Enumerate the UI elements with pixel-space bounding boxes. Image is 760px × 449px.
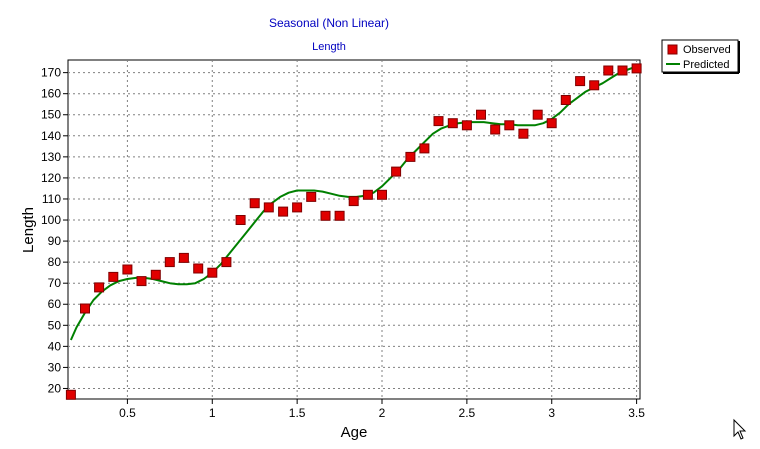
observed-point xyxy=(391,166,402,177)
observed-point xyxy=(334,210,345,221)
y-tick-label: 110 xyxy=(42,192,61,206)
observed-point xyxy=(603,65,614,76)
observed-point xyxy=(249,198,260,209)
grid xyxy=(68,60,640,399)
x-tick-label: 3.5 xyxy=(628,406,645,420)
observed-point xyxy=(348,196,359,207)
chart-subtitle: Length xyxy=(312,41,346,53)
axes: 0.5 1 1.5 2 2.5 3 3.5 20 30 40 50 60 70 80 90 100 110 120… xyxy=(41,66,645,420)
observed-point xyxy=(575,76,586,87)
mouse-cursor-icon xyxy=(733,418,747,440)
observed-point xyxy=(320,210,331,221)
y-tick-label: 20 xyxy=(48,381,62,395)
observed-point xyxy=(235,215,246,225)
y-tick-label: 120 xyxy=(41,171,61,185)
observed-point xyxy=(433,116,444,127)
observed-point xyxy=(631,63,642,74)
x-tick-label: 1.5 xyxy=(289,406,306,420)
observed-point xyxy=(447,118,458,129)
legend-marker-observed xyxy=(667,44,678,55)
legend: Observed Predicted xyxy=(661,39,740,74)
x-tick-label: 0.5 xyxy=(119,406,136,420)
observed-point xyxy=(617,65,628,76)
observed-point xyxy=(532,109,543,120)
observed-point xyxy=(136,276,147,287)
observed-point xyxy=(94,282,105,293)
observed-point xyxy=(221,257,232,268)
observed-point xyxy=(278,206,289,217)
observed-point xyxy=(504,120,515,131)
legend-label-observed: Observed xyxy=(683,44,731,56)
observed-point xyxy=(108,271,119,282)
observed-point xyxy=(80,303,90,314)
chart-title: Seasonal (Non Linear) xyxy=(269,16,389,30)
observed-point xyxy=(263,202,274,213)
observed-point xyxy=(405,151,416,162)
legend-label-predicted: Predicted xyxy=(683,59,729,71)
observed-point xyxy=(490,124,501,135)
observed-point xyxy=(377,189,387,200)
plot-area xyxy=(67,59,641,400)
y-tick-label: 70 xyxy=(48,276,62,290)
observed-series xyxy=(65,63,642,400)
y-tick-label: 90 xyxy=(48,234,62,248)
y-tick-label: 30 xyxy=(48,360,62,374)
observed-point xyxy=(589,80,600,91)
y-tick-label: 60 xyxy=(48,297,62,311)
observed-point xyxy=(362,189,373,200)
observed-point xyxy=(518,128,529,139)
observed-point xyxy=(476,109,486,120)
y-tick-label: 160 xyxy=(41,87,61,101)
observed-point xyxy=(306,191,317,202)
observed-point xyxy=(207,267,218,278)
y-axis-label: Length xyxy=(20,207,37,253)
x-tick-label: 2 xyxy=(379,406,386,420)
observed-point xyxy=(419,143,430,154)
x-tick-label: 3 xyxy=(548,406,555,420)
observed-point xyxy=(546,118,557,129)
y-tick-label: 80 xyxy=(48,255,62,269)
observed-point xyxy=(560,95,571,105)
y-tick-label: 150 xyxy=(41,108,61,122)
y-tick-label: 130 xyxy=(41,150,61,164)
observed-point xyxy=(178,252,189,263)
observed-point xyxy=(122,264,133,275)
observed-point xyxy=(461,120,472,131)
y-tick-label: 140 xyxy=(41,129,61,143)
observed-point xyxy=(164,257,175,268)
y-tick-label: 40 xyxy=(48,339,62,353)
y-tick-label: 50 xyxy=(48,318,62,332)
x-tick-label: 1 xyxy=(209,406,216,420)
y-tick-label: 170 xyxy=(41,66,61,80)
observed-point xyxy=(65,389,76,400)
y-tick-label: 100 xyxy=(41,213,61,227)
observed-point xyxy=(150,269,161,280)
observed-point xyxy=(193,263,204,274)
observed-point xyxy=(292,202,303,213)
x-tick-label: 2.5 xyxy=(459,406,476,420)
x-axis-label: Age xyxy=(341,424,368,441)
